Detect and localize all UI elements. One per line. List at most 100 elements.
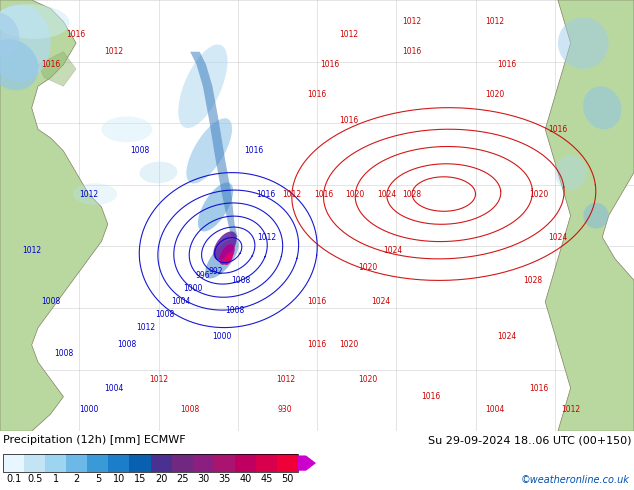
Text: 1020: 1020	[358, 263, 377, 272]
Polygon shape	[38, 52, 76, 86]
Text: 1024: 1024	[498, 332, 517, 341]
Text: 1016: 1016	[257, 190, 276, 198]
Text: 1020: 1020	[339, 341, 358, 349]
Ellipse shape	[555, 155, 586, 190]
Text: 1016: 1016	[307, 90, 327, 99]
Ellipse shape	[0, 4, 70, 39]
Text: 1008: 1008	[231, 276, 250, 285]
Text: 1028: 1028	[403, 190, 422, 198]
Bar	[24, 454, 45, 472]
Ellipse shape	[0, 4, 51, 82]
Text: 30: 30	[197, 474, 209, 484]
Text: 0.5: 0.5	[27, 474, 42, 484]
Text: 996: 996	[195, 271, 210, 280]
Text: 1004: 1004	[105, 384, 124, 392]
Text: 1: 1	[53, 474, 59, 484]
Text: 1016: 1016	[67, 30, 86, 39]
Bar	[66, 454, 87, 472]
Text: 1016: 1016	[41, 60, 60, 69]
Ellipse shape	[0, 13, 19, 56]
Ellipse shape	[139, 162, 178, 183]
Text: 45: 45	[260, 474, 273, 484]
Text: 5: 5	[94, 474, 101, 484]
Bar	[87, 454, 108, 472]
Polygon shape	[0, 0, 108, 431]
Text: 1016: 1016	[422, 392, 441, 401]
Text: ©weatheronline.co.uk: ©weatheronline.co.uk	[521, 475, 630, 485]
Text: 0.1: 0.1	[6, 474, 21, 484]
Text: 1012: 1012	[79, 190, 98, 198]
Ellipse shape	[0, 39, 39, 90]
Text: 1004: 1004	[171, 297, 190, 306]
Bar	[256, 454, 277, 472]
Text: 1012: 1012	[136, 323, 155, 332]
Text: 1024: 1024	[371, 297, 390, 306]
Bar	[129, 454, 150, 472]
Ellipse shape	[219, 244, 235, 265]
Text: 1016: 1016	[339, 116, 358, 125]
Text: 1000: 1000	[184, 284, 203, 294]
Text: 25: 25	[176, 474, 188, 484]
Bar	[193, 454, 214, 472]
Text: Su 29-09-2024 18..06 UTC (00+150): Su 29-09-2024 18..06 UTC (00+150)	[427, 435, 631, 445]
Text: 1016: 1016	[314, 190, 333, 198]
Text: 1000: 1000	[212, 332, 231, 341]
Text: 1012: 1012	[282, 190, 301, 198]
Text: 1012: 1012	[561, 405, 580, 414]
Text: 1012: 1012	[257, 233, 276, 242]
Text: 1024: 1024	[548, 233, 567, 242]
Text: 1016: 1016	[320, 60, 339, 69]
Text: 1012: 1012	[339, 30, 358, 39]
Text: 1012: 1012	[22, 245, 41, 255]
Bar	[214, 454, 235, 472]
Text: 15: 15	[134, 474, 146, 484]
Ellipse shape	[583, 86, 621, 129]
Ellipse shape	[198, 182, 233, 231]
Ellipse shape	[583, 203, 609, 228]
Text: 1020: 1020	[485, 90, 504, 99]
Text: 1012: 1012	[276, 375, 295, 384]
Text: 1008: 1008	[54, 349, 73, 358]
Text: 1012: 1012	[149, 375, 168, 384]
Ellipse shape	[101, 117, 152, 142]
Text: 1016: 1016	[529, 384, 548, 392]
FancyArrow shape	[298, 456, 316, 471]
Text: 1024: 1024	[377, 190, 396, 198]
Ellipse shape	[205, 239, 238, 278]
Text: 10: 10	[113, 474, 125, 484]
Text: 50: 50	[281, 474, 294, 484]
Text: 1012: 1012	[105, 47, 124, 56]
Text: 1008: 1008	[117, 341, 136, 349]
Text: 1016: 1016	[403, 47, 422, 56]
Text: 1004: 1004	[485, 405, 504, 414]
Polygon shape	[190, 52, 238, 237]
Text: 1020: 1020	[346, 190, 365, 198]
Text: 992: 992	[209, 267, 223, 276]
Bar	[235, 454, 256, 472]
Ellipse shape	[178, 45, 228, 128]
Text: 1012: 1012	[403, 17, 422, 26]
Text: 930: 930	[278, 405, 293, 414]
Text: 2: 2	[74, 474, 80, 484]
Bar	[3, 454, 24, 472]
Text: Precipitation (12h) [mm] ECMWF: Precipitation (12h) [mm] ECMWF	[3, 435, 186, 445]
Text: 1008: 1008	[130, 147, 149, 155]
Text: 1016: 1016	[307, 341, 327, 349]
Ellipse shape	[214, 231, 236, 260]
Text: 1028: 1028	[523, 276, 542, 285]
Text: 1008: 1008	[41, 297, 60, 306]
Text: 1008: 1008	[181, 405, 200, 414]
Text: 1016: 1016	[548, 125, 567, 134]
Ellipse shape	[558, 17, 609, 69]
Bar	[45, 454, 66, 472]
Text: 40: 40	[239, 474, 252, 484]
Polygon shape	[545, 0, 634, 431]
Text: 1020: 1020	[529, 190, 548, 198]
Text: 1016: 1016	[244, 147, 263, 155]
Text: 1000: 1000	[79, 405, 98, 414]
Text: 1020: 1020	[358, 375, 377, 384]
Bar	[172, 454, 193, 472]
Text: 20: 20	[155, 474, 167, 484]
Text: 1012: 1012	[485, 17, 504, 26]
Text: 1008: 1008	[225, 306, 244, 315]
